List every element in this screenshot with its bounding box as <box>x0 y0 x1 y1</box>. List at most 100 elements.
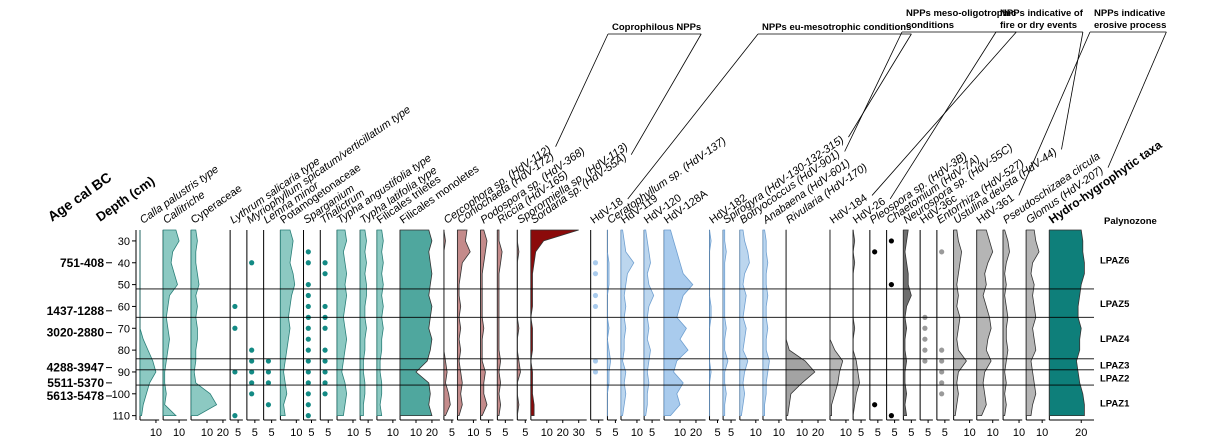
x-tick-label: 10 <box>773 427 785 439</box>
taxon-dot <box>592 292 599 299</box>
taxon-curve <box>139 230 157 417</box>
x-tick-label: 5 <box>449 427 455 439</box>
x-tick-label: 20 <box>217 427 229 439</box>
taxon-dot <box>322 380 328 386</box>
group-connector <box>627 33 759 200</box>
taxon-curve <box>606 229 612 417</box>
taxon-dot <box>305 249 311 255</box>
group-connector <box>1107 31 1167 168</box>
group-header: NPPs indicative <box>1094 8 1165 19</box>
taxon-dot <box>322 271 328 277</box>
group-header: NPPs meso-oligotrophic <box>906 8 1016 19</box>
group-connector <box>848 33 912 138</box>
x-tick-label: 20 <box>426 427 438 439</box>
group-header: NPPs indicative of <box>1000 8 1084 19</box>
taxon-curve <box>399 229 433 417</box>
taxon-curve <box>643 229 655 417</box>
x-tick-label: 10 <box>410 427 422 439</box>
taxon-dot <box>249 358 255 364</box>
taxon-curve <box>443 229 451 417</box>
x-tick-label: 10 <box>796 427 808 439</box>
taxon-curve <box>457 229 471 417</box>
taxon-dot <box>265 369 272 375</box>
taxon-dot <box>265 358 272 364</box>
taxon-dot <box>232 413 238 419</box>
taxon-dot <box>322 303 328 310</box>
zone-label: LPAZ4 <box>1100 334 1130 345</box>
depth-tick-label: 90 <box>118 367 130 379</box>
taxon-dot <box>305 292 311 299</box>
x-tick-label: 5 <box>892 427 898 439</box>
x-tick-label: 20 <box>690 427 702 439</box>
x-tick-label: 10 <box>467 427 479 439</box>
group-header: erosive process <box>1094 20 1166 31</box>
taxon-dot <box>592 358 599 364</box>
taxon-dot <box>305 358 311 364</box>
age-label: 5613-5478 <box>47 389 105 403</box>
taxon-curve <box>785 229 816 417</box>
taxon-dot <box>305 347 311 353</box>
depth-tick-label: 50 <box>118 280 130 292</box>
taxon-dot <box>939 380 945 386</box>
taxon-dot <box>305 413 311 419</box>
x-tick-label: 5 <box>252 427 258 439</box>
x-tick-label: 5 <box>728 427 734 439</box>
taxon-curve <box>829 229 844 417</box>
x-tick-label: 5 <box>596 427 602 439</box>
taxon-dot <box>305 402 311 408</box>
taxon-curve <box>376 229 384 417</box>
depth-tick-label: 60 <box>118 301 130 313</box>
group-header: fire or dry events <box>1000 20 1077 31</box>
depth-tick-label: 30 <box>118 236 130 248</box>
x-tick-label: 10 <box>674 427 686 439</box>
x-tick-label: 10 <box>541 427 553 439</box>
taxon-dot <box>592 369 599 375</box>
x-tick-label: 10 <box>347 427 359 439</box>
x-tick-label: 10 <box>1013 427 1025 439</box>
age-label: 3020-2880 <box>47 326 105 340</box>
x-tick-label: 5 <box>649 427 655 439</box>
x-tick-label: 10 <box>387 427 399 439</box>
taxon-curve <box>359 229 367 417</box>
zone-label: LPAZ5 <box>1100 299 1130 310</box>
taxon-dot <box>322 325 328 331</box>
taxon-curve <box>516 229 521 416</box>
x-tick-label: 5 <box>875 427 881 439</box>
taxon-dot <box>939 347 945 353</box>
zone-label: LPAZ1 <box>1100 399 1130 410</box>
x-tick-label: 10 <box>150 427 162 439</box>
group-header: conditions <box>906 20 954 31</box>
taxon-curve <box>480 229 488 417</box>
taxon-dot <box>888 281 895 288</box>
taxon-dot <box>232 369 238 375</box>
taxon-curve <box>953 229 967 417</box>
taxon-dot <box>265 402 272 408</box>
taxon-dot <box>249 347 255 353</box>
taxon-dot <box>322 260 328 266</box>
taxon-dot <box>249 391 255 397</box>
taxon-dot <box>939 391 945 397</box>
x-tick-label: 10 <box>963 427 975 439</box>
taxon-dot <box>922 336 928 342</box>
depth-tick-label: 100 <box>112 389 130 401</box>
x-tick-label: 5 <box>325 427 331 439</box>
x-tick-label: 20 <box>812 427 824 439</box>
x-tick-label: 20 <box>557 427 569 439</box>
taxon-dot <box>305 380 311 386</box>
taxon-curve <box>336 229 348 417</box>
x-tick-label: 5 <box>269 427 275 439</box>
taxon-dot <box>305 303 311 310</box>
x-tick-label: 10 <box>201 427 213 439</box>
x-tick-label: 30 <box>573 427 585 439</box>
taxon-dot <box>888 238 895 244</box>
taxon-dot <box>888 413 895 419</box>
taxon-dot <box>305 260 311 266</box>
x-tick-label: 5 <box>925 427 931 439</box>
age-label: 1437-1288 <box>47 304 105 318</box>
taxon-dot <box>592 303 599 310</box>
taxon-dot <box>322 369 328 375</box>
x-tick-label: 5 <box>235 427 241 439</box>
taxon-dot <box>322 391 328 397</box>
x-tick-label: 10 <box>631 427 643 439</box>
depth-tick-label: 80 <box>118 345 130 357</box>
